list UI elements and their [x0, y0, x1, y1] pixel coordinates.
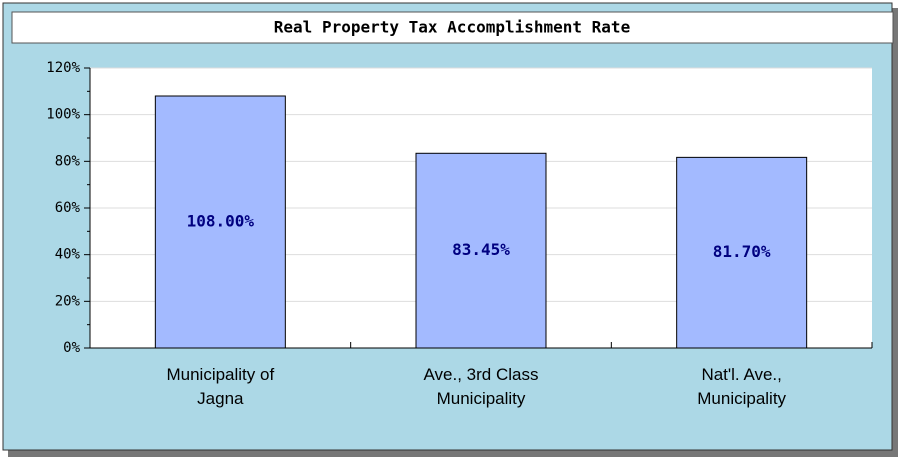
bar	[415, 152, 547, 349]
title-box	[11, 11, 894, 44]
value-label: 81.70%	[713, 242, 771, 261]
y-tick-label: 20%	[55, 293, 81, 309]
x-tick-label: Ave., 3rd Class Municipality	[424, 365, 539, 408]
y-tick-label: 40%	[55, 247, 81, 263]
bar	[154, 95, 286, 349]
y-tick-label: 120%	[46, 60, 80, 76]
value-label: 108.00%	[187, 212, 255, 231]
x-tick-label: Nat'l. Ave., Municipality	[697, 365, 786, 408]
value-label: 83.45%	[452, 240, 510, 259]
y-tick-label: 60%	[55, 200, 81, 216]
y-tick-label: 80%	[55, 153, 81, 169]
y-tick-label: 100%	[46, 107, 80, 123]
chart-title: Real Property Tax Accomplishment Rate	[274, 18, 630, 37]
x-tick-label: Municipality of Jagna	[166, 365, 274, 408]
y-tick-label: 0%	[63, 340, 80, 356]
bar	[676, 156, 808, 349]
